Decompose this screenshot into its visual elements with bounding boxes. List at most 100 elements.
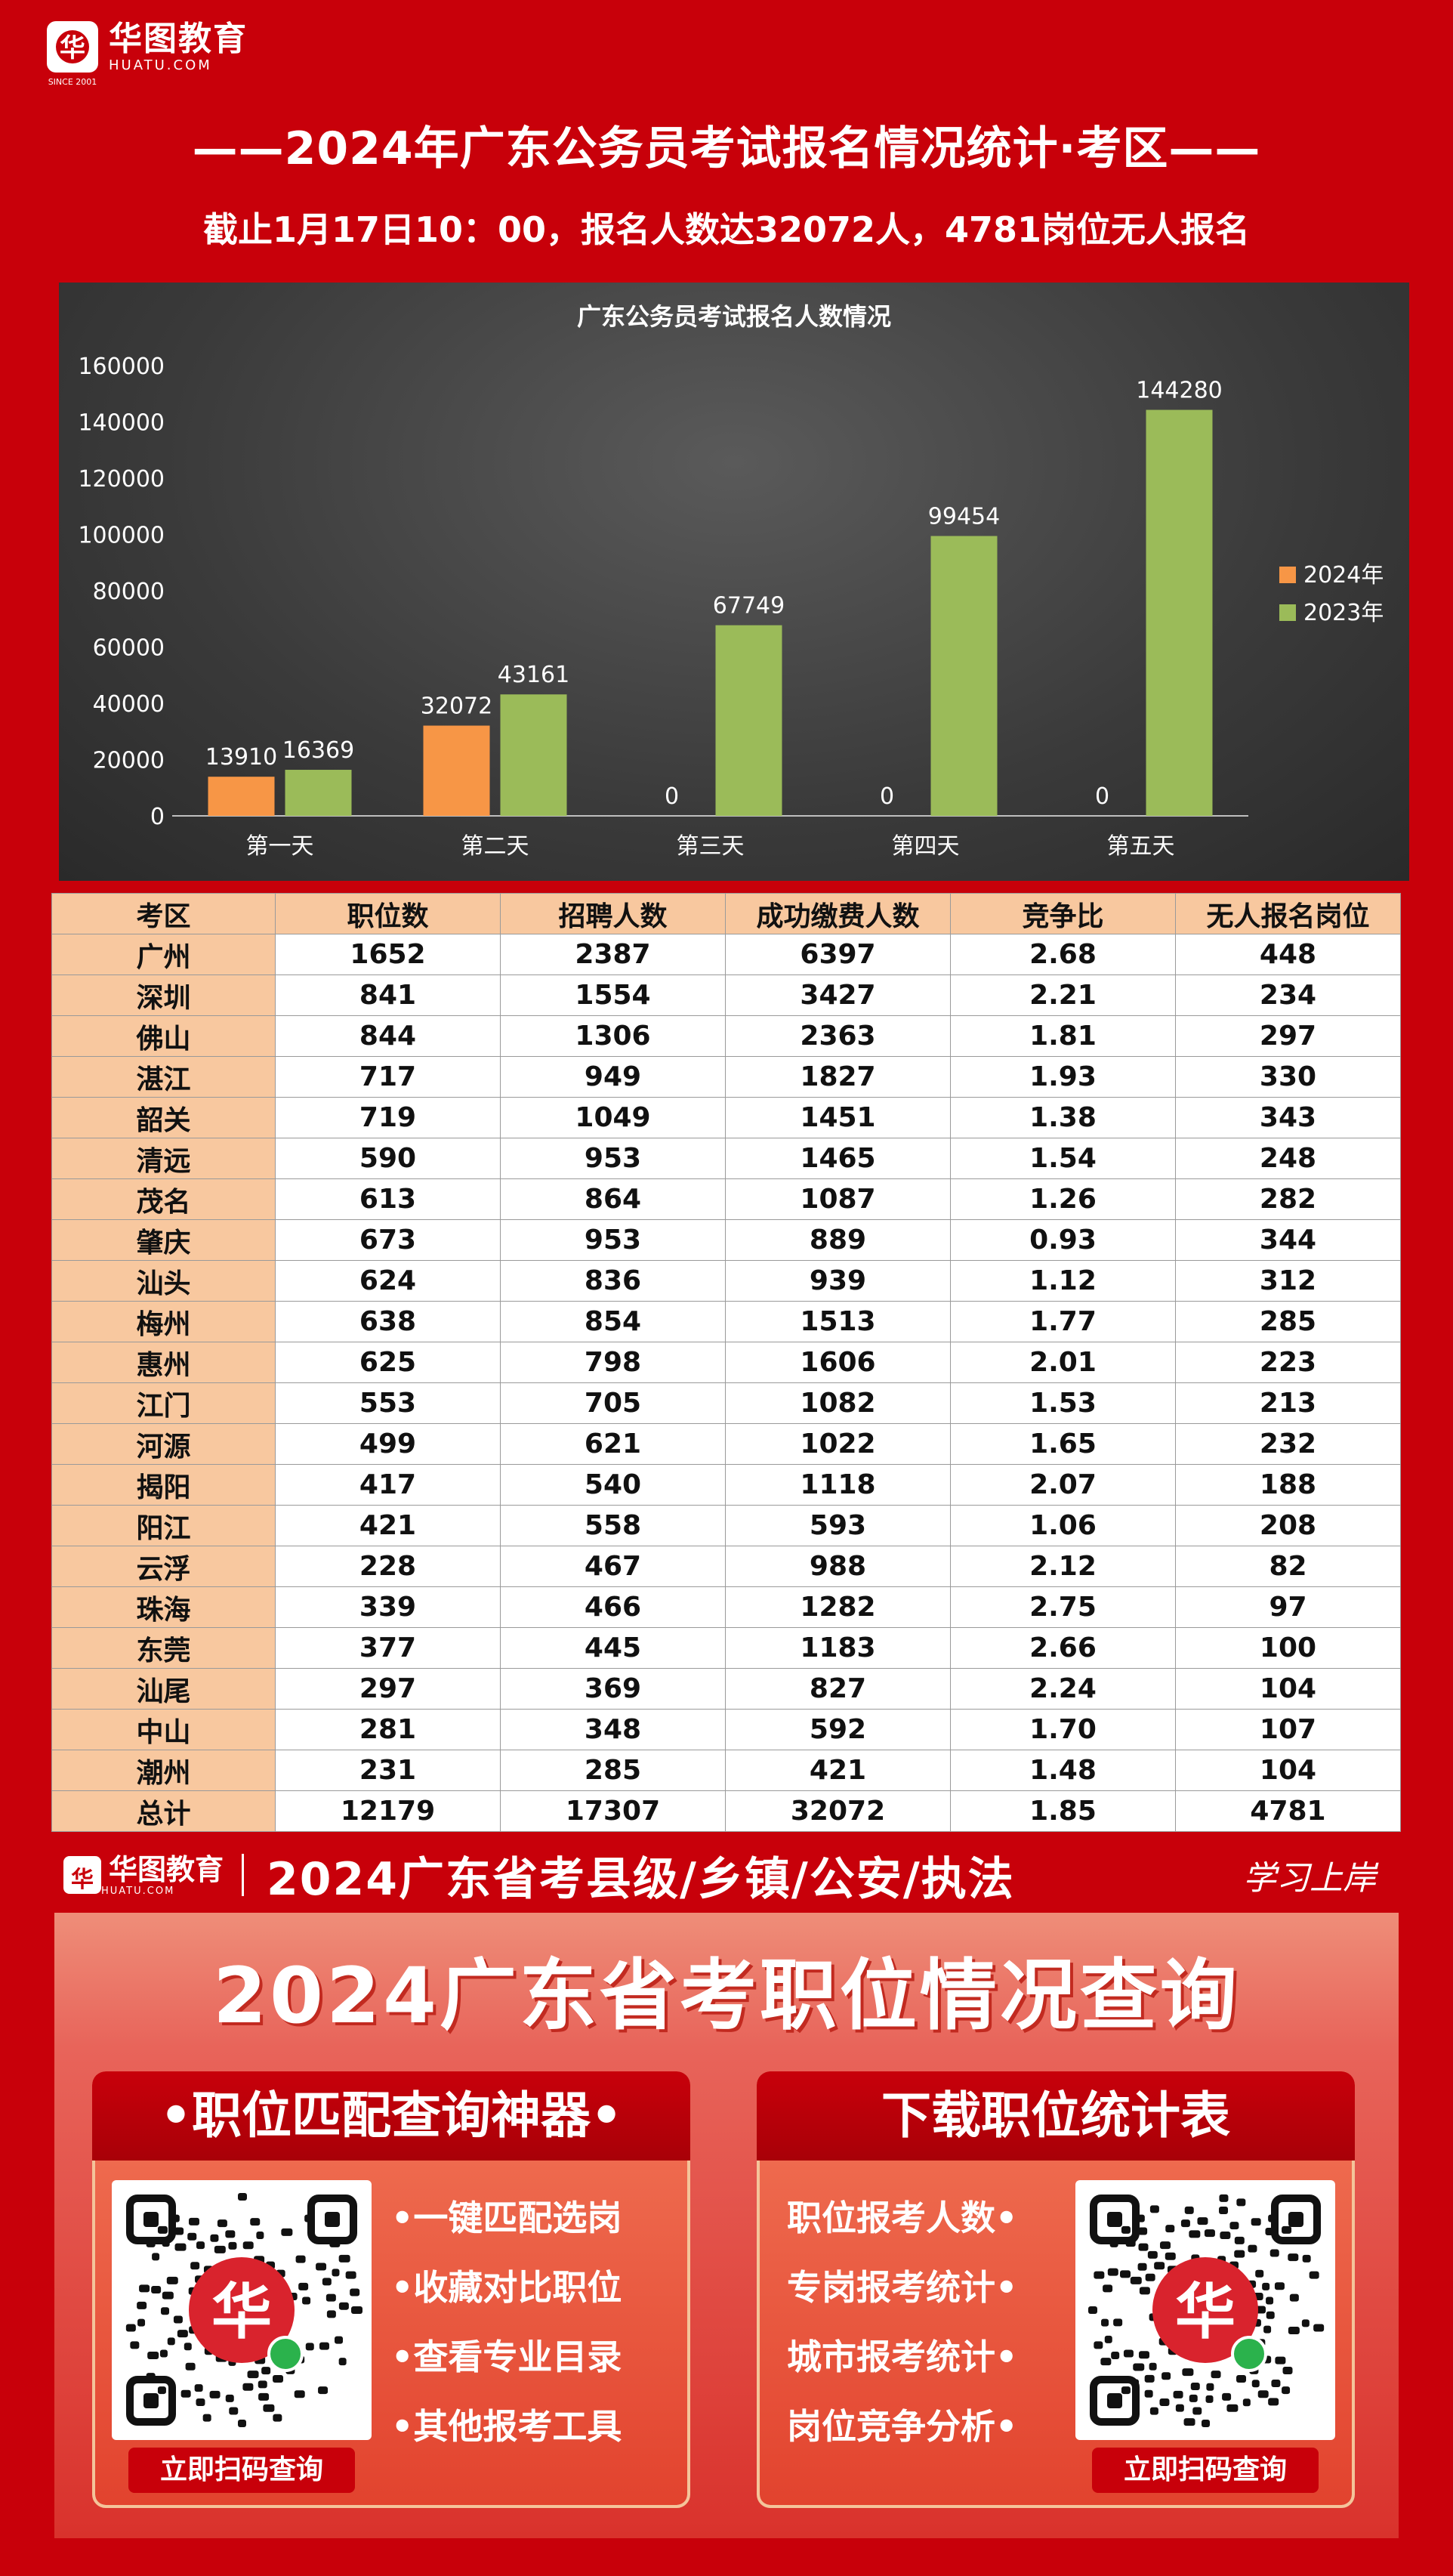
table-header-row: 考区 职位数 招聘人数 成功缴费人数 竞争比 无人报名岗位 (51, 893, 1401, 934)
huatu-logo: SINCE 2001 华图教育 HUATU.COM (47, 17, 248, 87)
table-cell: 4781 (1175, 1790, 1401, 1832)
table-cell: 1183 (725, 1627, 951, 1669)
table-cell: 223 (1175, 1342, 1401, 1383)
table-cell: 104 (1175, 1668, 1401, 1710)
download-stats-card[interactable]: 下载职位统计表 职位报考人数• 专岗报考统计• 城市报考统计• 岗位竞争分析• … (757, 2071, 1355, 2508)
page-title: ——2024年广东公务员考试报名情况统计·考区—— (192, 122, 1261, 175)
chart-title: 广东公务员考试报名人数情况 (577, 302, 891, 331)
column-header: 无人报名岗位 (1175, 893, 1401, 934)
table-cell: 1606 (725, 1342, 951, 1383)
bar-2023年 (715, 625, 782, 816)
feature-item: 专岗报考统计• (787, 2267, 1018, 2308)
table-cell: 2.68 (950, 934, 1176, 975)
y-tick-label: 60000 (93, 635, 165, 662)
table-cell: 100 (1175, 1627, 1401, 1669)
table-cell: 312 (1175, 1260, 1401, 1302)
y-tick-label: 120000 (78, 466, 165, 493)
table-row: 云浮 228 467 988 2.12 82 (51, 1546, 1401, 1587)
table-cell: 621 (500, 1423, 726, 1465)
logo-domain: HUATU.COM (109, 57, 212, 73)
table-cell: 1652 (275, 934, 501, 975)
region-cell: 汕尾 (51, 1668, 276, 1710)
table-cell: 417 (275, 1464, 501, 1506)
table-cell: 864 (500, 1178, 726, 1220)
table-row: 清远 590 953 1465 1.54 248 (51, 1138, 1401, 1179)
table-cell: 1049 (500, 1097, 726, 1138)
region-cell: 总计 (51, 1790, 276, 1832)
table-cell: 0.93 (950, 1219, 1176, 1261)
y-tick-label: 40000 (93, 691, 165, 718)
table-cell: 1282 (725, 1586, 951, 1628)
qr-code-icon[interactable]: 华 (112, 2180, 372, 2440)
table-row: 广州 1652 2387 6397 2.68 448 (51, 934, 1401, 975)
region-cell: 梅州 (51, 1301, 276, 1342)
table-row: 深圳 841 1554 3427 2.21 234 (51, 974, 1401, 1016)
registration-chart: 广东公务员考试报名人数情况 0 20000 40000 60000 80000 100000… (59, 283, 1409, 881)
table-row: 茂名 613 864 1087 1.26 282 (51, 1178, 1401, 1220)
bar-2023年 (285, 770, 352, 816)
region-cell: 潮州 (51, 1750, 276, 1791)
region-cell: 惠州 (51, 1342, 276, 1383)
table-cell: 6397 (725, 934, 951, 975)
scan-query-button-left[interactable]: 立即扫码查询 (128, 2448, 355, 2493)
region-cell: 汕头 (51, 1260, 276, 1302)
table-cell: 3427 (725, 974, 951, 1016)
table-cell: 1.48 (950, 1750, 1176, 1791)
column-header: 成功缴费人数 (725, 893, 951, 934)
column-header: 招聘人数 (500, 893, 726, 934)
table-cell: 719 (275, 1097, 501, 1138)
page-subtitle: 截止1月17日10：00，报名人数达32072人，4781岗位无人报名 (202, 209, 1251, 250)
table-cell: 348 (500, 1709, 726, 1750)
table-cell: 12179 (275, 1790, 501, 1832)
data-label: 13910 (205, 744, 277, 771)
table-cell: 593 (725, 1505, 951, 1546)
data-label: 99454 (928, 504, 1000, 530)
table-cell: 854 (500, 1301, 726, 1342)
y-tick-label: 160000 (78, 354, 165, 380)
position-match-features: •一键匹配选岗 •收藏对比职位 •查看专业目录 •其他报考工具 (391, 2183, 622, 2461)
table-cell: 330 (1175, 1056, 1401, 1098)
feature-item: •收藏对比职位 (391, 2267, 622, 2308)
table-cell: 234 (1175, 974, 1401, 1016)
data-label: 0 (1095, 783, 1109, 810)
total-row: 总计 12179 17307 32072 1.85 4781 (51, 1790, 1401, 1832)
scan-query-button-right[interactable]: 立即扫码查询 (1092, 2448, 1319, 2493)
feature-item: •一键匹配选岗 (391, 2198, 622, 2238)
table-cell: 1306 (500, 1015, 726, 1057)
legend-entry: 2023年 (1303, 600, 1384, 626)
data-label: 0 (665, 783, 679, 810)
region-cell: 阳江 (51, 1505, 276, 1546)
legend-swatch (1279, 604, 1296, 621)
table-row: 肇庆 673 953 889 0.93 344 (51, 1219, 1401, 1261)
promo-divider (242, 1854, 245, 1896)
column-header: 职位数 (275, 893, 501, 934)
table-row: 汕尾 297 369 827 2.24 104 (51, 1668, 1401, 1710)
region-cell: 韶关 (51, 1097, 276, 1138)
table-cell: 2.07 (950, 1464, 1176, 1506)
x-tick-label: 第三天 (677, 833, 745, 860)
chart-svg: 广东公务员考试报名人数情况 0 20000 40000 60000 80000 100000… (78, 302, 1384, 860)
table-cell: 592 (725, 1709, 951, 1750)
table-cell: 1087 (725, 1178, 951, 1220)
table-cell: 1118 (725, 1464, 951, 1506)
table-cell: 421 (725, 1750, 951, 1791)
qr-code-icon[interactable]: 华 (1075, 2180, 1335, 2440)
region-cell: 河源 (51, 1423, 276, 1465)
table-cell: 248 (1175, 1138, 1401, 1179)
table-cell: 1022 (725, 1423, 951, 1465)
legend-entry: 2024年 (1303, 562, 1384, 588)
position-match-card[interactable]: •职位匹配查询神器• 华 立即扫码查询 •一键匹配选岗 •收藏对比职位 •查看专… (92, 2071, 690, 2508)
table-row: 韶关 719 1049 1451 1.38 343 (51, 1097, 1401, 1138)
table-row: 潮州 231 285 421 1.48 104 (51, 1750, 1401, 1791)
table-cell: 297 (275, 1668, 501, 1710)
table-cell: 2.12 (950, 1546, 1176, 1587)
region-cell: 广州 (51, 934, 276, 975)
region-cell: 东莞 (51, 1627, 276, 1669)
x-tick-label: 第一天 (246, 833, 314, 860)
x-tick-label: 第四天 (892, 833, 960, 860)
region-cell: 中山 (51, 1709, 276, 1750)
table-row: 阳江 421 558 593 1.06 208 (51, 1505, 1401, 1546)
table-row: 惠州 625 798 1606 2.01 223 (51, 1342, 1401, 1383)
logo-name: 华图教育 (109, 20, 248, 58)
promo-logo-name: 华图教育 (109, 1852, 224, 1886)
